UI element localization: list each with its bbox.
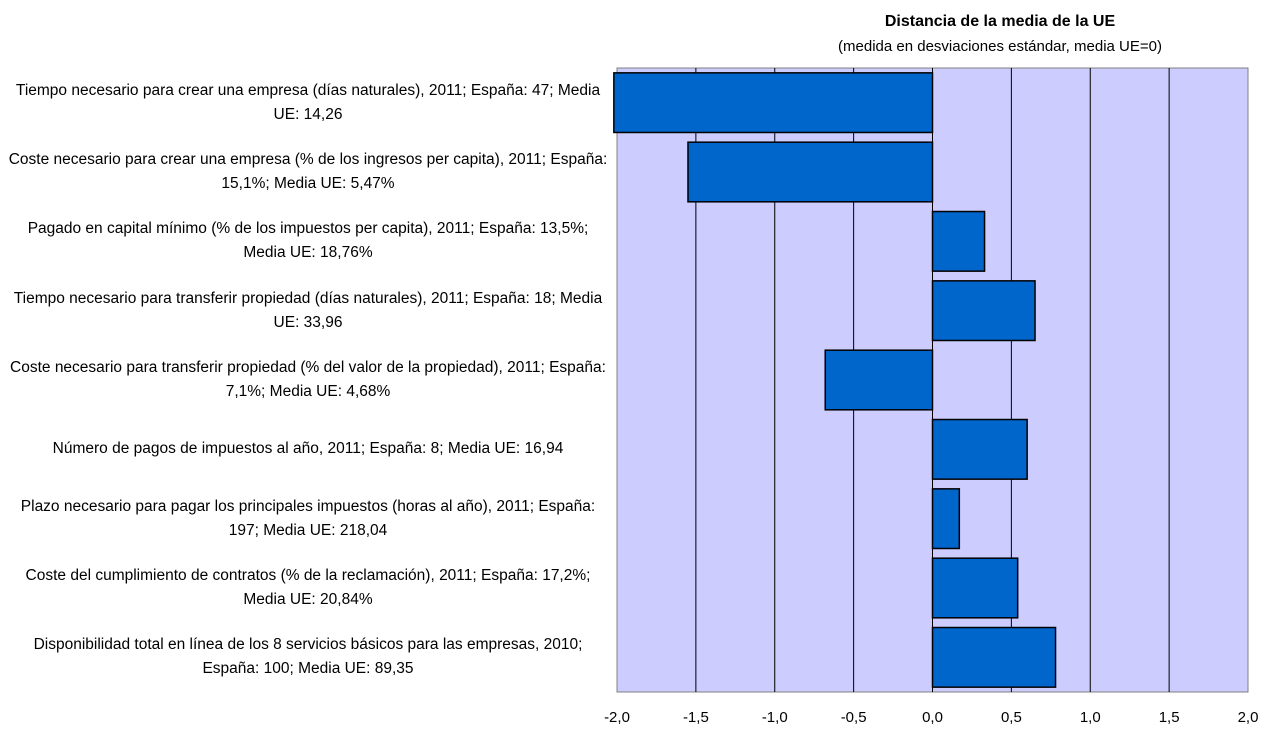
chart-subtitle: (medida en desviaciones estándar, media … [838, 38, 1162, 55]
x-tick-label: 1,0 [1080, 709, 1101, 726]
x-tick-label: -1,5 [683, 709, 709, 726]
x-tick-label: 0,0 [922, 709, 943, 726]
y-tick-label: Disponibilidad total en línea de los 8 s… [33, 636, 583, 678]
chart-title: Distancia de la media de la UE [885, 13, 1116, 30]
x-tick-label: 2,0 [1238, 709, 1259, 726]
y-tick-label: Tiempo necesario para transferir propied… [13, 289, 603, 331]
y-tick-label: Coste necesario para transferir propieda… [10, 359, 606, 400]
bar [931, 557, 1019, 619]
x-tick-label: 0,5 [1001, 709, 1022, 726]
y-tick-label: Tiempo necesario para crear una empresa … [15, 81, 601, 123]
bar [931, 280, 1036, 342]
bar [687, 141, 934, 203]
y-tick-label: Plazo necesario para pagar los principal… [20, 497, 596, 539]
x-tick-label: -2,0 [604, 709, 630, 726]
bar [931, 488, 961, 550]
bar [931, 418, 1028, 480]
bar [931, 626, 1057, 688]
x-tick-label: -1,0 [762, 709, 788, 726]
bar [824, 349, 934, 411]
x-tick-label: -0,5 [841, 709, 867, 726]
bar [613, 72, 934, 134]
x-tick-label: 1,5 [1159, 709, 1180, 726]
y-tick-label: Coste necesario para crear una empresa (… [8, 151, 608, 192]
bar [931, 210, 986, 272]
y-tick-label: Coste del cumplimiento de contratos (% d… [25, 567, 591, 608]
y-tick-label: Pagado en capital mínimo (% de los impue… [27, 220, 589, 262]
y-tick-label: Número de pagos de impuestos al año, 201… [52, 440, 564, 458]
